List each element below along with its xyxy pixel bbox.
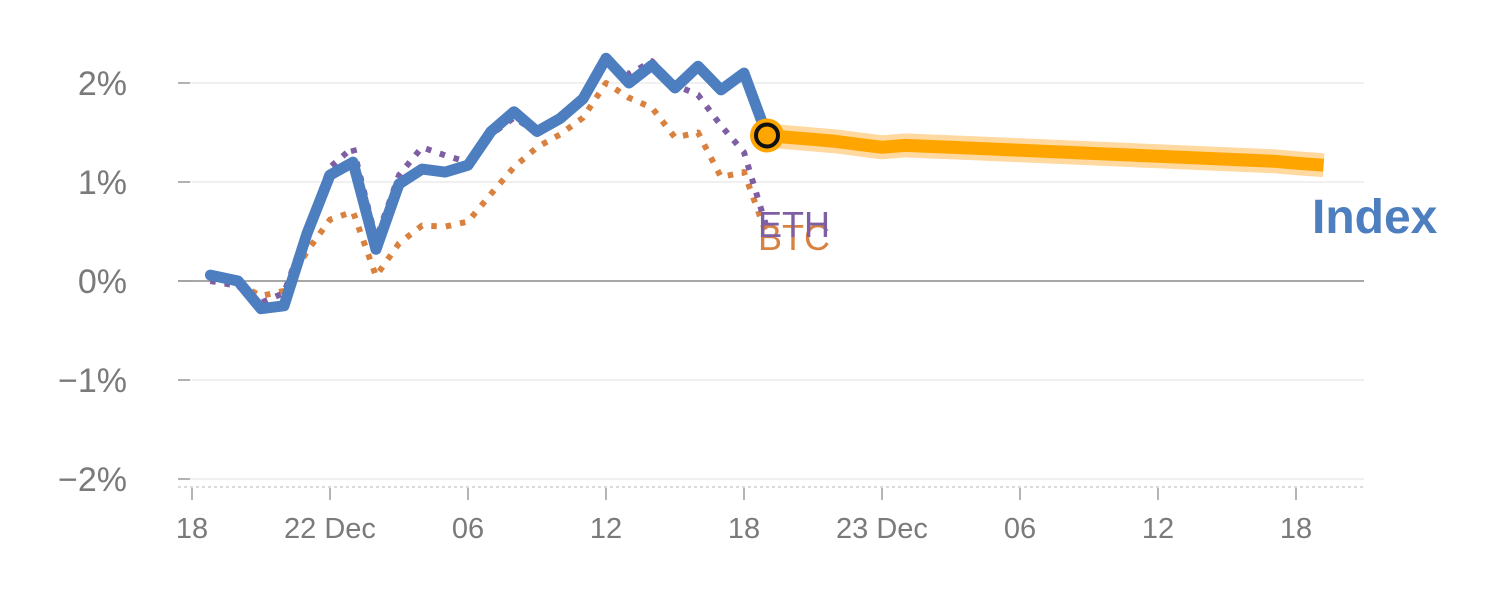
x-tick-label: 12	[590, 513, 622, 545]
forecast-line	[766, 129, 1325, 172]
x-tick-label: 22 Dec	[284, 513, 376, 545]
x-axis: 18 22 Dec 06 12 18 23 Dec 06 12 18	[176, 486, 1366, 545]
x-tick-label: 06	[1004, 513, 1036, 545]
eth-series-label: ETH	[758, 204, 830, 245]
plot-area	[204, 52, 1325, 315]
x-tick-label: 18	[176, 513, 208, 545]
btc-series-line	[209, 80, 770, 299]
x-tick-label: 18	[1280, 513, 1312, 545]
current-point-marker	[754, 122, 780, 149]
x-tick-label: 12	[1142, 513, 1174, 545]
x-tick-label: 18	[728, 513, 760, 545]
gridlines	[178, 82, 1364, 480]
index-series-line	[204, 52, 773, 315]
index-series-label: Index	[1312, 191, 1438, 244]
y-tick-label: 0%	[78, 263, 127, 301]
y-tick-label: 1%	[78, 164, 127, 202]
y-axis: 2% 1% 0% −1% −2%	[58, 65, 190, 499]
series-labels: BTC ETH Index	[758, 191, 1438, 258]
y-tick-label: 2%	[78, 65, 127, 103]
y-tick-label: −2%	[58, 461, 127, 499]
x-tick-label: 06	[452, 513, 484, 545]
btc-series-label: BTC	[758, 217, 830, 258]
x-tick-label: 23 Dec	[836, 513, 928, 545]
y-tick-label: −1%	[58, 362, 127, 400]
